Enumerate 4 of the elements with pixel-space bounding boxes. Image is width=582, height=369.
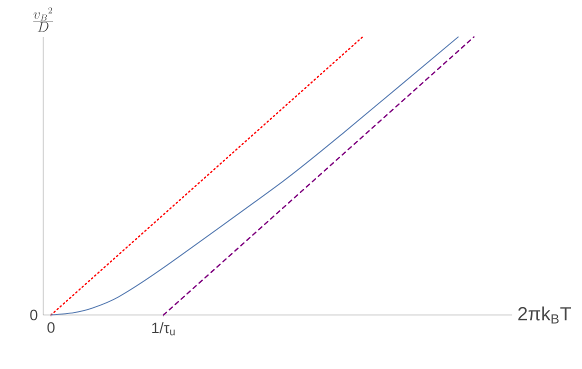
text: 0 [30,310,38,320]
y-axis-title: $\frac{v_B{}^2}{D}$ [33,7,54,32]
x-tick-label: 1/τ$_{u}$ [152,322,175,336]
x-axis-title: 2πk$_{B}$T [518,306,572,324]
